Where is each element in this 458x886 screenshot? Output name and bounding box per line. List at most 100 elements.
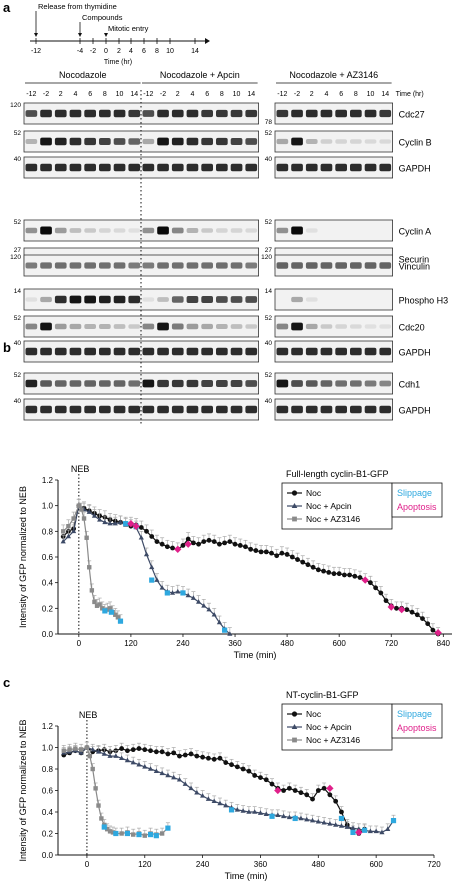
data-point xyxy=(223,802,229,808)
data-point xyxy=(136,761,142,767)
blot-band xyxy=(216,347,228,356)
timeline-event-label: Mitotic entry xyxy=(108,24,149,33)
data-point xyxy=(148,748,153,754)
data-point xyxy=(194,753,200,759)
data-point xyxy=(232,541,238,547)
data-point xyxy=(243,544,248,550)
data-point xyxy=(227,631,233,636)
blot-band xyxy=(379,347,392,356)
blot-protein-label: Cyclin A xyxy=(399,227,432,237)
blot-band xyxy=(379,380,392,387)
blot-band xyxy=(276,163,289,172)
data-point xyxy=(91,513,98,518)
data-point xyxy=(281,813,287,819)
blot-band xyxy=(113,405,126,414)
blot-band xyxy=(40,226,52,235)
blot-band xyxy=(142,347,155,356)
blot-band xyxy=(230,347,243,356)
x-tick-label: 240 xyxy=(196,860,210,869)
blot-band xyxy=(379,405,392,414)
blot-band xyxy=(291,109,303,118)
blot-band xyxy=(142,110,155,117)
blot-band xyxy=(99,262,111,269)
data-point xyxy=(182,752,188,758)
blot-band xyxy=(291,137,303,146)
lane-label: -12 xyxy=(277,91,287,98)
lane-label: 8 xyxy=(103,91,107,98)
blot-band xyxy=(186,379,199,388)
blot-band xyxy=(350,163,362,172)
data-point xyxy=(66,524,71,529)
slippage-marker xyxy=(124,830,131,837)
data-point xyxy=(347,572,352,578)
y-tick-label: 1.2 xyxy=(42,722,54,731)
blot-band xyxy=(230,138,243,145)
slippage-marker xyxy=(361,827,368,833)
data-point xyxy=(67,747,72,752)
blot-band xyxy=(291,380,303,387)
legend-entry: Noc + AZ3146 xyxy=(306,735,360,745)
event-legend-apoptosis: Apoptosis xyxy=(397,723,437,733)
data-point xyxy=(171,774,177,780)
slippage-marker xyxy=(164,590,170,596)
y-axis-label: Intensity of GFP normalized to NEB xyxy=(18,720,28,862)
data-point xyxy=(263,777,269,783)
blot-band xyxy=(25,347,38,356)
data-point xyxy=(326,570,332,575)
data-point xyxy=(338,823,345,828)
x-tick-label: 720 xyxy=(427,860,441,869)
blot-band xyxy=(54,323,67,330)
blot-band xyxy=(201,109,213,118)
blot-band xyxy=(113,163,126,172)
blot-band xyxy=(364,163,377,172)
blot-band xyxy=(245,228,258,233)
data-point xyxy=(190,540,196,546)
lane-label: 6 xyxy=(339,91,343,98)
data-point xyxy=(368,580,373,586)
data-point xyxy=(84,745,90,750)
apoptosis-marker xyxy=(434,629,442,637)
slippage-marker xyxy=(102,608,108,614)
data-point xyxy=(138,525,144,530)
blot-band xyxy=(305,380,318,387)
blot-band xyxy=(171,227,184,234)
data-point xyxy=(373,828,379,834)
data-point xyxy=(240,808,246,813)
blot-band xyxy=(320,380,333,387)
blot-band xyxy=(305,405,318,414)
data-point xyxy=(112,520,118,526)
blot-band xyxy=(84,228,96,233)
apoptosis-marker xyxy=(274,786,282,795)
data-point xyxy=(196,541,201,547)
legend-marker xyxy=(292,737,297,743)
blot-band xyxy=(25,323,38,330)
blot-band xyxy=(142,405,155,414)
blot-band xyxy=(171,379,184,388)
blot-band xyxy=(69,262,82,269)
data-point xyxy=(217,755,223,761)
blot-band xyxy=(128,380,141,387)
data-point xyxy=(90,746,96,752)
blot-band xyxy=(230,228,243,233)
data-point xyxy=(217,800,223,806)
lane-label: 14 xyxy=(381,91,389,98)
data-point xyxy=(105,607,110,612)
lane-label: -12 xyxy=(143,91,153,98)
blot-band xyxy=(201,347,213,356)
data-point xyxy=(104,827,110,832)
x-tick-label: 480 xyxy=(312,860,326,869)
apoptosis-marker xyxy=(326,784,334,793)
data-point xyxy=(171,750,177,756)
blot-band xyxy=(157,137,169,146)
lane-label: 14 xyxy=(130,91,138,98)
y-tick-label: 1.0 xyxy=(42,502,54,511)
blot-band xyxy=(128,295,141,304)
data-point xyxy=(379,829,385,835)
blot-band xyxy=(69,295,82,304)
data-point xyxy=(177,753,182,759)
data-point xyxy=(185,536,191,542)
blot-protein-label: GAPDH xyxy=(399,164,431,174)
blot-band xyxy=(276,109,289,118)
apoptosis-marker xyxy=(361,576,369,584)
data-point xyxy=(263,811,269,816)
